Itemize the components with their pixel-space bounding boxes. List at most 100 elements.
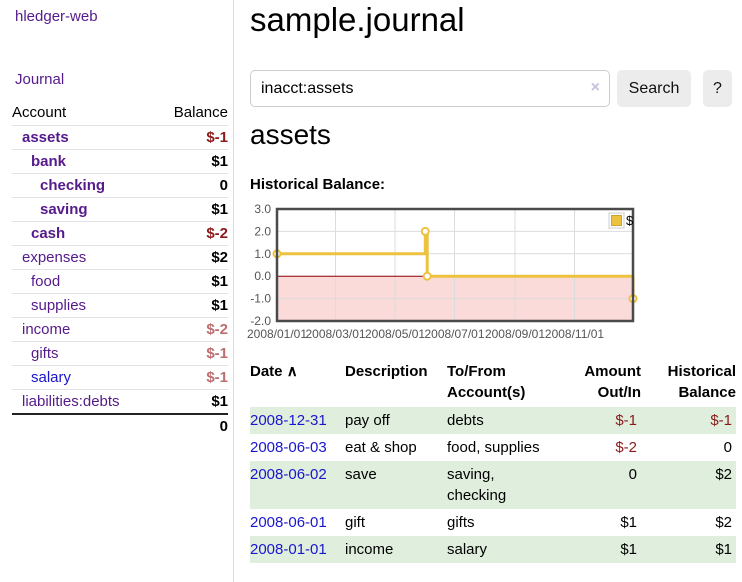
register-header-description: Description bbox=[345, 363, 428, 380]
data-point-marker bbox=[422, 271, 432, 281]
account-row-saving: saving $1 bbox=[12, 197, 228, 222]
transaction-balance: $2 bbox=[641, 461, 736, 509]
account-balance: 0 bbox=[155, 173, 228, 198]
accounts-header-account: Account bbox=[12, 104, 67, 121]
register-row: 2008-12-31 pay off debts $-1 $-1 bbox=[250, 407, 736, 434]
account-link-salary[interactable]: salary bbox=[31, 369, 72, 386]
transaction-date-link[interactable]: 2008-06-03 bbox=[250, 439, 327, 456]
register-header-accounts: To/From Account(s) bbox=[447, 363, 526, 401]
register-header-amount: Amount Out/In bbox=[584, 363, 641, 401]
transaction-date-link[interactable]: 2008-06-02 bbox=[250, 466, 327, 483]
account-row-bank: bank $1 bbox=[12, 149, 228, 174]
transaction-amount: $-2 bbox=[615, 439, 637, 456]
account-row-checking: checking 0 bbox=[12, 173, 228, 198]
legend-swatch bbox=[611, 215, 622, 226]
register-header-row: Date ∧ Description To/From Account(s) Am… bbox=[250, 361, 736, 407]
transaction-description: eat & shop bbox=[345, 439, 417, 456]
search-button[interactable]: Search bbox=[617, 70, 691, 107]
account-balance: $-1 bbox=[155, 125, 228, 150]
app-title-link[interactable]: hledger-web bbox=[15, 8, 98, 25]
x-axis-tick-label: 2008/03/01 bbox=[305, 327, 365, 341]
y-axis-tick-label: 1.0 bbox=[254, 247, 271, 261]
x-axis-tick-label: 2008/07/01 bbox=[424, 327, 484, 341]
account-balance: $-2 bbox=[155, 317, 228, 342]
account-balance: $-1 bbox=[155, 341, 228, 366]
register-row: 2008-01-01 income salary $1 $1 bbox=[250, 536, 736, 563]
transaction-accounts: gifts bbox=[447, 514, 475, 531]
transaction-amount: $1 bbox=[571, 536, 641, 563]
account-row-food: food $1 bbox=[12, 269, 228, 294]
account-balance: $1 bbox=[155, 149, 228, 174]
account-link-gifts[interactable]: gifts bbox=[31, 345, 59, 362]
page-title: sample.journal bbox=[250, 1, 465, 38]
transaction-date-link[interactable]: 2008-06-01 bbox=[250, 514, 327, 531]
accounts-balance-table: Account Balance assets $-1 bank $1 check… bbox=[12, 102, 228, 438]
chart-border bbox=[275, 207, 635, 323]
register-header-date[interactable]: Date ∧ bbox=[250, 363, 298, 380]
account-link-food[interactable]: food bbox=[31, 273, 61, 290]
account-heading: assets bbox=[250, 119, 331, 150]
account-link-checking[interactable]: checking bbox=[40, 177, 106, 194]
accounts-total-row: 0 bbox=[12, 413, 228, 438]
y-axis-tick-label: 0.0 bbox=[254, 269, 271, 283]
account-row-expenses: expenses $2 bbox=[12, 245, 228, 270]
register-row: 2008-06-01 gift gifts $1 $2 bbox=[250, 509, 736, 536]
transaction-amount: 0 bbox=[571, 461, 641, 509]
transaction-balance: 0 bbox=[723, 439, 732, 456]
register-row: 2008-06-03 eat & shop food, supplies $-2… bbox=[250, 434, 736, 461]
x-axis-tick-label: 2008/05/01 bbox=[365, 327, 425, 341]
account-link-liabilities-debts[interactable]: liabilities:debts bbox=[22, 393, 120, 410]
account-row-cash: cash $-2 bbox=[12, 221, 228, 246]
account-link-assets[interactable]: assets bbox=[22, 129, 69, 146]
account-link-income[interactable]: income bbox=[22, 321, 71, 338]
search-form: × Search ? bbox=[250, 70, 742, 107]
account-link-expenses[interactable]: expenses bbox=[22, 249, 87, 266]
transaction-date-link[interactable]: 2008-12-31 bbox=[250, 412, 327, 429]
y-axis-tick-label: -2.0 bbox=[250, 314, 271, 328]
account-balance: $-2 bbox=[155, 221, 228, 246]
x-axis-tick-label: 2008/11/01 bbox=[545, 327, 604, 341]
transaction-amount: $1 bbox=[620, 514, 637, 531]
transaction-accounts: food, supplies bbox=[447, 439, 540, 456]
transaction-description: pay off bbox=[345, 407, 447, 434]
account-link-saving[interactable]: saving bbox=[40, 201, 88, 218]
accounts-header-row: Account Balance bbox=[12, 102, 228, 126]
account-balance: $1 bbox=[155, 293, 228, 318]
account-balance: $2 bbox=[155, 245, 228, 270]
help-button[interactable]: ? bbox=[703, 70, 732, 107]
register-table: Date ∧ Description To/From Account(s) Am… bbox=[250, 361, 736, 563]
sort-asc-icon: ∧ bbox=[286, 363, 298, 380]
transaction-description: income bbox=[345, 536, 447, 563]
transaction-date-link[interactable]: 2008-01-01 bbox=[250, 541, 327, 558]
search-input[interactable] bbox=[250, 70, 610, 107]
account-row-income: income $-2 bbox=[12, 317, 228, 342]
account-row-gifts: gifts $-1 bbox=[12, 341, 228, 366]
y-axis-tick-label: 3.0 bbox=[254, 202, 271, 216]
account-link-supplies[interactable]: supplies bbox=[31, 297, 87, 314]
transaction-accounts: saving, checking bbox=[447, 461, 571, 509]
transaction-accounts: debts bbox=[447, 407, 571, 434]
account-balance: $1 bbox=[155, 197, 228, 222]
y-axis-tick-label: -1.0 bbox=[250, 292, 271, 306]
transaction-accounts: salary bbox=[447, 536, 571, 563]
transaction-balance: $2 bbox=[715, 514, 732, 531]
account-balance: $1 bbox=[155, 389, 228, 414]
account-balance: $-1 bbox=[155, 365, 228, 390]
transaction-description: gift bbox=[345, 514, 366, 531]
register-row: 2008-06-02 save saving, checking 0 $2 bbox=[250, 461, 736, 509]
account-row-salary: salary $-1 bbox=[12, 365, 228, 390]
sidebar-item-journal[interactable]: Journal bbox=[15, 71, 65, 88]
register-header-balance: Historical Balance bbox=[667, 363, 736, 401]
transaction-balance: $-1 bbox=[641, 407, 736, 434]
account-link-cash[interactable]: cash bbox=[31, 225, 66, 242]
main-content: sample.journal × Search ? assets Histori… bbox=[247, 0, 742, 582]
y-axis-tick-label: 2.0 bbox=[254, 224, 271, 238]
x-axis-tick-label: 2008/01/01 bbox=[247, 327, 307, 341]
x-axis-tick-label: 2008/09/01 bbox=[485, 327, 545, 341]
search-input-wrap: × bbox=[250, 70, 610, 107]
accounts-header-balance: Balance bbox=[173, 104, 228, 121]
clear-search-icon[interactable]: × bbox=[590, 79, 600, 96]
account-link-bank[interactable]: bank bbox=[31, 153, 67, 170]
chart-heading: Historical Balance: bbox=[250, 176, 386, 193]
